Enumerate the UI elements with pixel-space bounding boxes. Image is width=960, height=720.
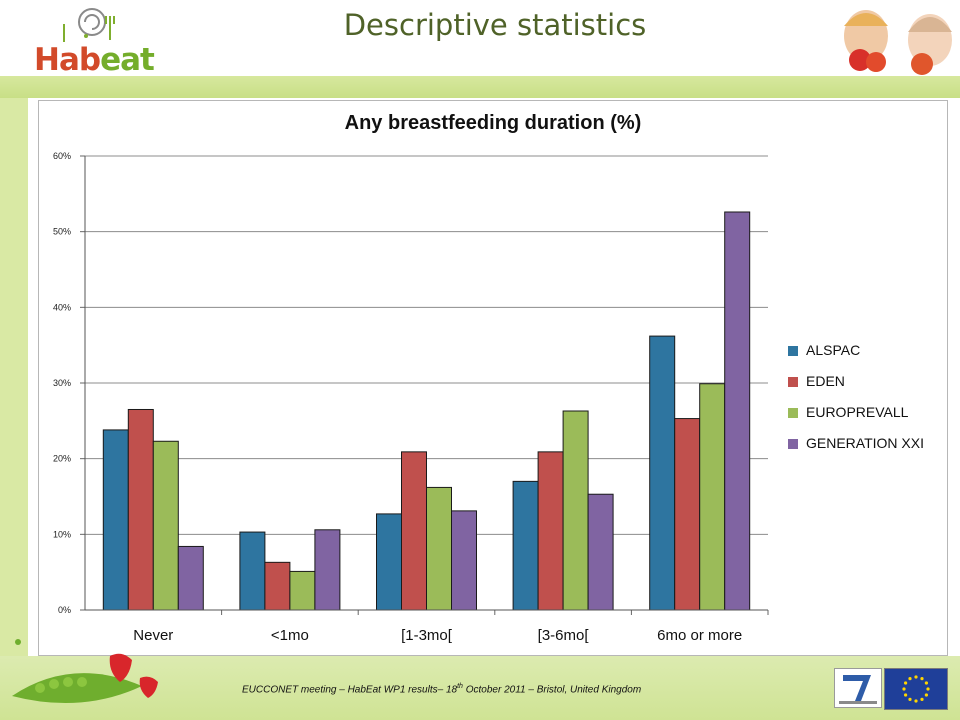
y-tick-label: 20%: [53, 454, 71, 464]
bar-eden: [264, 561, 291, 611]
legend-swatch: [788, 377, 798, 387]
bar-generation-xxi: [587, 493, 614, 611]
legend-label: EDEN: [806, 373, 845, 389]
legend-label: EUROPREVALL: [806, 404, 909, 420]
y-tick-label: 30%: [53, 378, 71, 388]
legend-label: ALSPAC: [806, 342, 861, 358]
header-band: [0, 76, 960, 98]
y-tick-label: 40%: [53, 302, 71, 312]
legend-swatch: [788, 408, 798, 418]
left-sidebar-band: [0, 98, 28, 658]
legend-label: GENERATION XXI: [806, 435, 924, 451]
y-tick-label: 50%: [53, 227, 71, 237]
bar-alspac: [649, 335, 676, 611]
bar-generation-xxi: [451, 510, 477, 611]
bar-eden: [127, 408, 154, 611]
x-tick-label: [1-3mo[: [401, 627, 453, 644]
footer-text-sup: th: [457, 683, 463, 690]
brand-prefix: Hab: [34, 42, 101, 78]
chart-tick-labels: 0% 10% 20% 30% 40% 50% 60% Never <1mo [1-3mo[ [3-6…: [53, 151, 742, 644]
bar-generation-xxi: [177, 545, 204, 611]
brand-wordmark: Habeat: [34, 42, 155, 78]
bar-europrevall: [562, 410, 589, 611]
bar-alspac: [239, 531, 266, 611]
bar-eden: [537, 451, 564, 611]
y-tick-label: 10%: [53, 529, 71, 539]
bar-alspac: [376, 513, 402, 611]
chart-title: Any breastfeeding duration (%): [344, 112, 642, 134]
y-tick-label: 0%: [58, 605, 71, 615]
legend-swatch: [788, 439, 798, 449]
footer-caption: EUCCONET meeting – HabEat WP1 results– 1…: [242, 683, 641, 695]
slide-title: Descriptive statistics: [343, 8, 647, 42]
bar-europrevall: [426, 486, 452, 611]
peas-strawberries-icon: [12, 639, 158, 704]
eu-flag-icon: [884, 668, 948, 710]
bar-generation-xxi: [724, 211, 751, 611]
habeat-logo: Habeat: [34, 6, 164, 78]
footer-text-end: October 2011 – Bristol, United Kingdom: [462, 684, 642, 696]
footer-band: [0, 656, 960, 720]
bar-generation-xxi: [314, 529, 341, 611]
fp7-logo-icon: [834, 668, 882, 708]
babies-photo-icon: [844, 10, 952, 75]
legend-swatch: [788, 346, 798, 356]
y-tick-label: 60%: [53, 151, 71, 161]
x-tick-label: [3-6mo[: [538, 627, 590, 644]
brand-suffix: eat: [100, 42, 155, 78]
logo-character-icon: [63, 8, 115, 42]
x-tick-label: <1mo: [271, 627, 309, 644]
bar-eden: [401, 451, 427, 611]
bar-europrevall: [152, 440, 179, 611]
x-tick-label: Never: [133, 627, 173, 644]
bar-eden: [674, 418, 701, 611]
chart-axes: [80, 155, 769, 615]
bar-europrevall: [289, 570, 316, 611]
bar-alspac: [102, 429, 129, 611]
bar-europrevall: [699, 383, 726, 611]
footer-text-main: EUCCONET meeting – HabEat WP1 results– 1…: [242, 684, 458, 696]
chart-bars: [102, 211, 751, 611]
x-tick-label: 6mo or more: [657, 627, 742, 644]
bar-alspac: [512, 480, 539, 611]
